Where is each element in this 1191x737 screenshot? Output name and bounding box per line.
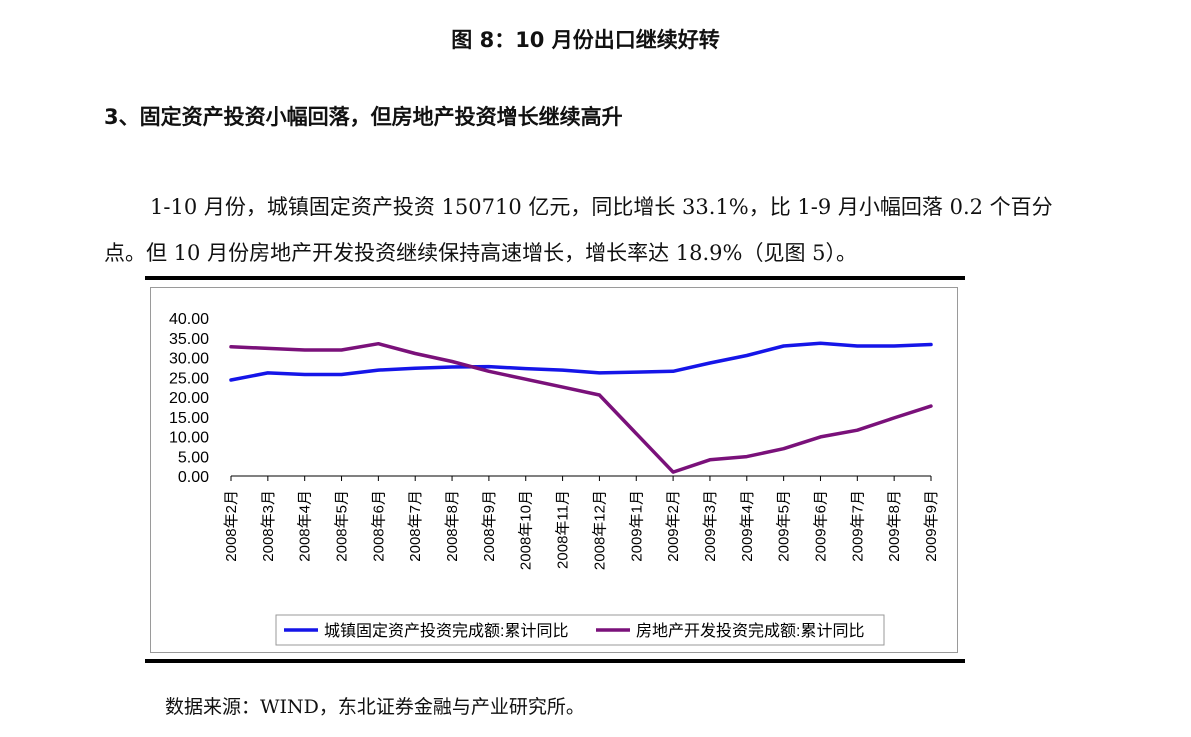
x-tick-label: 2008年9月	[481, 490, 498, 562]
x-tick-label: 2009年3月	[702, 490, 719, 562]
y-tick-label: 40.00	[169, 311, 209, 328]
bottom-rule	[145, 659, 965, 663]
x-tick-label: 2008年10月	[518, 490, 535, 570]
y-tick-label: 10.00	[169, 430, 209, 447]
x-tick-label: 2009年9月	[923, 490, 940, 562]
body-paragraph: 1-10 月份，城镇固定资产投资 150710 亿元，同比增长 33.1%，比 …	[104, 184, 1079, 276]
legend-label-1: 城镇固定资产投资完成额:累计同比	[324, 622, 568, 640]
y-tick-label: 30.00	[169, 351, 209, 368]
y-tick-label: 5.00	[178, 449, 209, 466]
series-line-1	[229, 341, 933, 382]
x-tick-label: 2008年7月	[407, 490, 424, 562]
top-rule	[145, 276, 965, 280]
x-tick-label: 2009年5月	[776, 490, 793, 562]
paragraph-text: 1-10 月份，城镇固定资产投资 150710 亿元，同比增长 33.1%，比 …	[104, 195, 1053, 265]
x-tick-label: 2009年6月	[812, 490, 829, 562]
x-tick-label: 2009年7月	[849, 490, 866, 562]
y-tick-label: 25.00	[169, 370, 209, 387]
section-heading: 3、固定资产投资小幅回落，但房地产投资增长继续高升	[104, 105, 623, 129]
x-tick-label: 2008年3月	[260, 490, 277, 562]
x-tick-label: 2009年8月	[886, 490, 903, 562]
x-tick-label: 2008年2月	[223, 490, 240, 562]
x-tick-label: 2009年1月	[628, 490, 645, 562]
figure-caption: 图 8：10 月份出口继续好转	[451, 28, 720, 52]
data-source-note: 数据来源：WIND，东北证券金融与产业研究所。	[165, 696, 585, 718]
x-tick-label: 2008年12月	[591, 490, 608, 570]
x-tick-label: 2008年8月	[444, 490, 461, 562]
x-tick-label: 2008年11月	[555, 490, 572, 569]
legend-box	[275, 614, 885, 646]
y-tick-label: 35.00	[169, 331, 209, 348]
x-tick-label: 2009年2月	[665, 490, 682, 562]
y-tick-label: 20.00	[169, 390, 209, 407]
chart-frame: 0.00 5.00 10.00 15.00 20.00 25.00 30.00 35.00 40…	[150, 287, 958, 653]
x-tick-label: 2009年4月	[739, 490, 756, 562]
x-tick-label: 2008年4月	[297, 490, 314, 562]
legend-label-2: 房地产开发投资完成额:累计同比	[636, 622, 864, 640]
series-line-2	[229, 341, 933, 474]
x-tick-label: 2008年6月	[370, 490, 387, 562]
y-tick-label: 0.00	[178, 469, 209, 486]
line-chart: 0.00 5.00 10.00 15.00 20.00 25.00 30.00 35.00 40…	[169, 311, 940, 646]
x-tick-label: 2008年5月	[334, 490, 351, 562]
y-tick-label: 15.00	[169, 410, 209, 427]
